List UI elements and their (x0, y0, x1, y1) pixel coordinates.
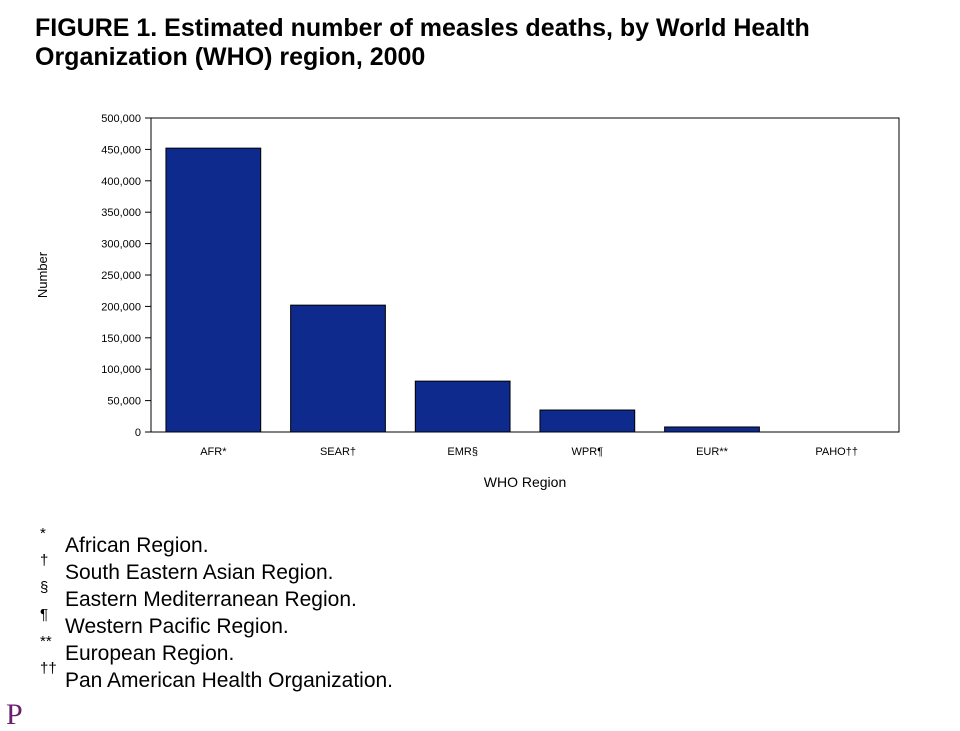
corner-letter: P (6, 698, 23, 731)
footnote-paho: †† Pan American Health Organization. (40, 661, 640, 694)
y-tick-label: 100,000 (101, 364, 141, 376)
footnote-mark: † (40, 552, 49, 569)
y-tick-label: 250,000 (101, 270, 141, 282)
y-axis-label: Number (35, 251, 50, 298)
y-tick-label: 450,000 (101, 144, 141, 156)
footnote-mark: †† (40, 660, 57, 677)
x-axis-label: WHO Region (484, 474, 566, 490)
y-axis-ticks: 0 50,000 100,000 150,000 200,000 250,000 300,0… (101, 113, 151, 439)
y-tick-label: 350,000 (101, 207, 141, 219)
footnote-mark: * (40, 525, 46, 542)
bars (165, 147, 760, 433)
x-tick-label: EUR** (696, 446, 729, 458)
x-tick-label: WPR¶ (572, 446, 604, 458)
footnote-text: African Region. (65, 534, 209, 557)
plot-frame (150, 117, 900, 433)
y-tick-label: 400,000 (101, 176, 141, 188)
footnote-mark: § (40, 579, 49, 596)
bar-emr (414, 380, 511, 433)
footnote-mark: ¶ (40, 606, 49, 623)
footnote-text: Pan American Health Organization. (65, 669, 394, 692)
x-tick-label: SEAR† (320, 446, 356, 458)
x-tick-label: EMR§ (447, 446, 478, 458)
bar-eur (664, 426, 760, 433)
y-tick-label: 0 (135, 427, 141, 439)
y-tick-label: 150,000 (101, 333, 141, 345)
y-tick-label: 300,000 (101, 239, 141, 251)
footnote-text: Western Pacific Region. (65, 615, 289, 638)
footnote-text: Eastern Mediterranean Region. (65, 588, 357, 611)
footnote-sear: † South Eastern Asian Region. (40, 553, 640, 586)
footnotes: * African Region. † South Eastern Asian … (40, 526, 640, 694)
footnote-emr: § Eastern Mediterranean Region. (40, 580, 640, 613)
footnote-eur: ** European Region. (40, 634, 640, 667)
y-tick-label: 50,000 (107, 396, 141, 408)
y-tick-label: 500,000 (101, 113, 141, 125)
bar-afr (165, 147, 262, 433)
bar-wpr (539, 409, 636, 433)
x-axis-ticks: AFR* SEAR† EMR§ WPR¶ EUR** PAHO†† (200, 446, 858, 458)
figure-title: FIGURE 1. Estimated number of measles de… (35, 14, 810, 71)
y-tick-label: 200,000 (101, 301, 141, 313)
footnote-text: European Region. (65, 642, 235, 665)
bar-chart: 0 50,000 100,000 150,000 200,000 250,000 300,0… (35, 113, 900, 490)
footnote-wpr: ¶ Western Pacific Region. (40, 607, 640, 640)
bar-sear (290, 304, 386, 433)
x-tick-label: AFR* (200, 446, 227, 458)
x-tick-label: PAHO†† (815, 446, 858, 458)
footnote-afr: * African Region. (40, 526, 640, 559)
top-edge-glyph: • (32, 0, 38, 4)
footnote-text: South Eastern Asian Region. (65, 561, 334, 584)
footnote-mark: ** (40, 633, 52, 650)
